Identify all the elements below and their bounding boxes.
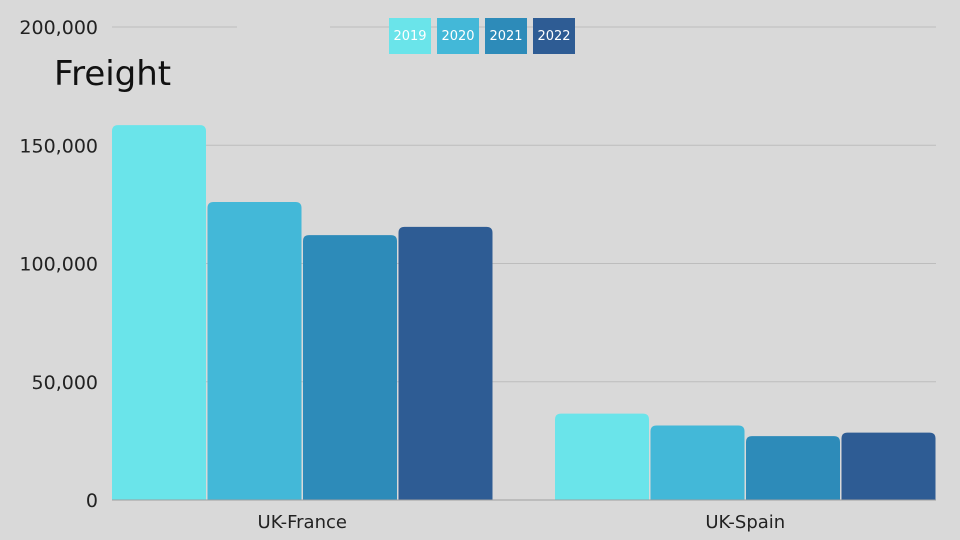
bar (746, 436, 840, 500)
y-tick-label: 0 (86, 490, 98, 512)
y-tick-label: 50,000 (32, 372, 98, 394)
legend-item-2021: 2021 (485, 18, 527, 54)
chart-legend: 2019 2020 2021 2022 (389, 18, 575, 54)
bar (112, 125, 206, 501)
chart-title: Freight (54, 54, 172, 94)
bar (398, 226, 493, 500)
legend-item-2020: 2020 (437, 18, 479, 54)
legend-item-2022: 2022 (533, 18, 575, 54)
y-tick-label: 150,000 (19, 135, 98, 157)
x-tick-label: UK-France (258, 512, 347, 533)
y-tick-label: 200,000 (19, 17, 98, 39)
legend-item-2019: 2019 (389, 18, 431, 54)
x-tick-label: UK-Spain (705, 512, 785, 533)
bar (555, 413, 649, 500)
bar (207, 202, 302, 500)
bar (303, 235, 397, 500)
y-tick-label: 100,000 (19, 254, 98, 276)
bar (650, 425, 745, 500)
bar (841, 432, 936, 500)
